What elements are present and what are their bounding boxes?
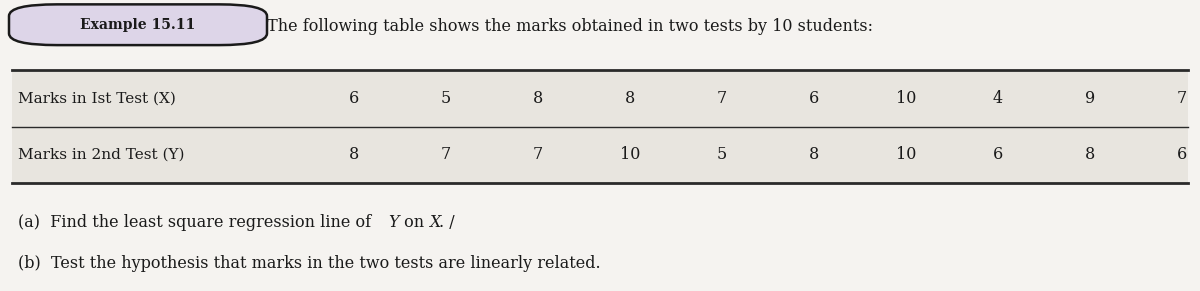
- Text: (b)  Test the hypothesis that marks in the two tests are linearly related.: (b) Test the hypothesis that marks in th…: [18, 255, 601, 272]
- Text: 8: 8: [809, 146, 820, 164]
- Text: The following table shows the marks obtained in two tests by 10 students:: The following table shows the marks obta…: [262, 18, 872, 35]
- Text: 7: 7: [716, 90, 727, 107]
- FancyBboxPatch shape: [12, 70, 1188, 183]
- Text: 5: 5: [716, 146, 727, 164]
- Text: 6: 6: [349, 90, 359, 107]
- Text: X: X: [428, 214, 440, 231]
- Text: 6: 6: [1177, 146, 1187, 164]
- Text: 8: 8: [349, 146, 359, 164]
- Text: 8: 8: [533, 90, 544, 107]
- Text: Example 15.11: Example 15.11: [80, 18, 196, 32]
- Text: 5: 5: [440, 90, 451, 107]
- Text: Marks in Ist Test (X): Marks in Ist Test (X): [18, 91, 176, 105]
- Text: 9: 9: [1085, 90, 1096, 107]
- Text: 6: 6: [992, 146, 1003, 164]
- Text: 10: 10: [896, 90, 916, 107]
- Text: 6: 6: [809, 90, 820, 107]
- Text: 8: 8: [625, 90, 635, 107]
- Text: 7: 7: [533, 146, 544, 164]
- Text: 4: 4: [992, 90, 1003, 107]
- Text: Y: Y: [388, 214, 398, 231]
- Text: 7: 7: [1177, 90, 1187, 107]
- Text: on: on: [398, 214, 428, 231]
- FancyBboxPatch shape: [10, 4, 266, 45]
- Text: (a)  Find the least square regression line of: (a) Find the least square regression lin…: [18, 214, 377, 231]
- Text: 8: 8: [1085, 146, 1096, 164]
- Text: Marks in 2nd Test (Y): Marks in 2nd Test (Y): [18, 148, 185, 162]
- Text: 10: 10: [896, 146, 916, 164]
- Text: 10: 10: [620, 146, 640, 164]
- Text: . /: . /: [439, 214, 455, 231]
- Text: 7: 7: [440, 146, 451, 164]
